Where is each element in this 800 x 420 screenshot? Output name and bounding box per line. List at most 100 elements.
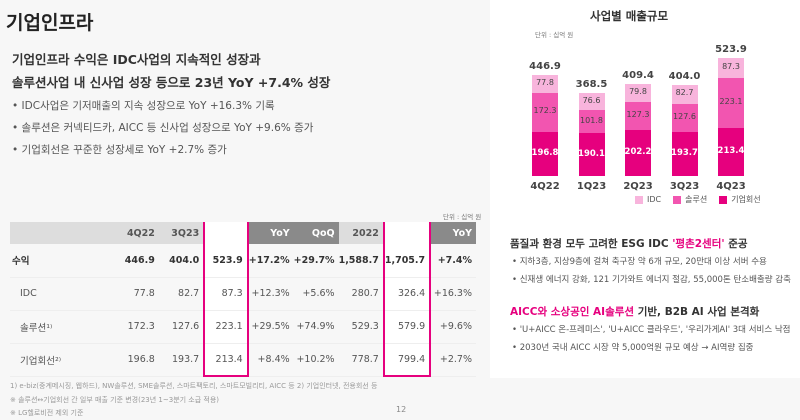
title-highlight: AICC와 소상공인 AI솔루션 <box>510 306 635 318</box>
headline-line-2: 솔루션사업 내 신사업 성장 등으로 23년 YoY +7.4% 성장 <box>12 75 331 90</box>
bullet-text: 2030년 국내 AICC 시장 약 5,000억원 규모 예상 → AI역량 … <box>519 343 754 353</box>
table-cell: 280.7 <box>338 277 384 311</box>
title-text: 기반, B2B AI 사업 본격화 <box>634 306 760 318</box>
column-header: 4Q22 <box>115 222 159 244</box>
table-cell: +7.4% <box>430 244 476 278</box>
table-cell: 82.7 <box>158 277 205 311</box>
table-cell: 172.3 <box>115 310 159 344</box>
column-header: 2023 <box>382 222 432 244</box>
data-label: 202.2 <box>624 147 652 158</box>
table-cell: +8.4% <box>247 343 294 377</box>
table-unit: 단위 : 십억 원 <box>443 213 482 221</box>
title-text: 준공 <box>724 238 748 250</box>
revenue-table: 4Q22 3Q23 4Q23 YoY QoQ 2022 2023 YoY 수익 446.9 404… <box>10 222 476 377</box>
bar-segment <box>671 84 698 104</box>
table-row: IDC 77.8 82.7 87.3 +12.3% +5.6% 280.7 326.4 +16.… <box>10 277 476 311</box>
bullet-text: 솔루션은 커넥티드카, AICC 등 신사업 성장으로 YoY +9.6% 증가 <box>21 122 314 134</box>
data-label: 127.6 <box>673 111 696 121</box>
bullet-text: 기업회선은 꾸준한 성장세로 YoY +2.7% 증가 <box>21 144 227 156</box>
table-cell: +29.7% <box>293 244 339 278</box>
bullet-text: 'U+AICC 온-프레미스', 'U+AICC 클라우드', '우리가게AI'… <box>519 325 791 335</box>
bar-segment <box>718 127 744 176</box>
data-label: 223.1 <box>719 96 743 106</box>
page-title: 기업인프라 <box>6 12 94 34</box>
bar-segment <box>532 131 558 176</box>
table-row: 솔루션¹⁾ 172.3 127.6 223.1 +29.5% +74.9% 529.3 579… <box>10 310 476 344</box>
bar-segment <box>671 103 698 133</box>
bar-segment <box>625 130 651 176</box>
category-label: 2Q23 <box>623 181 653 192</box>
footnote: 1) e-biz(중계메시징, 웹하드), NW솔루션, SME솔루션, 스마트… <box>10 382 378 390</box>
legend-item: IDC <box>635 194 661 205</box>
bar-segment <box>532 75 558 93</box>
data-label: 77.8 <box>536 77 554 87</box>
legend-label: IDC <box>647 195 662 204</box>
data-label: 79.8 <box>629 86 647 96</box>
total-label: 368.5 <box>575 78 608 90</box>
table-cell: 404.0 <box>158 244 205 278</box>
data-label: 172.3 <box>533 106 557 116</box>
data-label: 196.8 <box>531 147 559 158</box>
category-label: 1Q23 <box>576 181 607 192</box>
data-label: 87.3 <box>722 61 740 71</box>
bar-segment <box>625 83 651 102</box>
bullet: • 'U+AICC 온-프레미스', 'U+AICC 클라우드', '우리가게A… <box>512 325 791 335</box>
bullet: • IDC사업은 기저매출의 지속 성장으로 YoY +16.3% 기록 <box>12 100 275 112</box>
table-row: 수익 446.9 404.0 523.9 +17.2% +29.7% 1,588.7 1,70… <box>10 244 476 278</box>
legend-swatch <box>719 195 728 204</box>
row-label: 기업회선²⁾ <box>10 343 116 377</box>
table-cell: +9.6% <box>430 310 476 344</box>
chart-unit: 단위 : 십억 원 <box>535 31 574 39</box>
bullet: • 2030년 국내 AICC 시장 약 5,000억원 규모 예상 → AI역… <box>512 343 754 353</box>
total-label: 446.9 <box>529 61 561 73</box>
headline-line-1: 기업인프라 수익은 IDC사업의 지속적인 성장과 <box>12 52 261 67</box>
table-cell: 529.3 <box>338 310 384 344</box>
column-header <box>10 222 116 244</box>
table-cell: +16.3% <box>430 277 476 311</box>
bar-segment <box>718 77 744 128</box>
table-cell: 1,705.7 <box>382 244 432 278</box>
table-cell: 446.9 <box>115 244 159 278</box>
data-label: 190.1 <box>578 148 605 159</box>
table-cell: +2.7% <box>430 343 476 377</box>
category-label: 4Q23 <box>716 181 746 192</box>
category-label: 3Q23 <box>669 181 700 192</box>
table-cell: +10.2% <box>293 343 339 377</box>
bar-segment <box>671 132 698 176</box>
right-panel <box>490 0 800 378</box>
row-label: 솔루션¹⁾ <box>10 310 116 344</box>
data-label: 76.6 <box>582 95 601 105</box>
table-row: 기업회선²⁾ 196.8 193.7 213.4 +8.4% +10.2% 778.7 799… <box>10 343 476 377</box>
table-cell: 213.4 <box>203 343 249 377</box>
table-cell: 87.3 <box>203 277 249 311</box>
table-cell: 223.1 <box>203 310 249 344</box>
footnote: ※ 솔루션↔기업회선 간 일부 매출 기준 변경(23년 1~3분기 소급 적용… <box>10 396 220 404</box>
title-text: 품질과 환경 모두 고려한 ESG IDC <box>510 238 673 250</box>
bullet-text: 신재생 에너지 강화, 121 기가와트 에너지 절감, 55,000톤 탄소배… <box>519 275 791 285</box>
column-header: 3Q23 <box>158 222 205 244</box>
legend-swatch <box>673 195 682 204</box>
bar-segment <box>578 92 605 111</box>
bar-segment <box>578 133 605 176</box>
column-header: 4Q23 <box>203 222 249 244</box>
table-cell: 196.8 <box>115 343 159 377</box>
table-cell: +29.5% <box>247 310 294 344</box>
row-label: IDC <box>10 277 116 311</box>
column-header: QoQ <box>293 222 339 244</box>
data-label: 82.7 <box>675 88 694 98</box>
total-label: 409.4 <box>622 69 654 81</box>
footnote: ※ LG헬로비전 제외 기준 <box>10 409 84 417</box>
section-title: 품질과 환경 모두 고려한 ESG IDC '평촌2센터' 준공 <box>510 236 748 251</box>
data-label: 193.7 <box>671 148 698 159</box>
legend-item: 기업회선 <box>719 194 761 205</box>
table-cell: 1,588.7 <box>338 244 384 278</box>
chart-title: 사업별 매출규모 <box>590 9 669 23</box>
table-cell: 778.7 <box>338 343 384 377</box>
bullet: • 솔루션은 커넥티드카, AICC 등 신사업 성장으로 YoY +9.6% … <box>12 122 314 134</box>
page-number: 12 <box>396 405 407 414</box>
table-cell: +74.9% <box>293 310 339 344</box>
table-cell: 799.4 <box>382 343 432 377</box>
table-cell: 523.9 <box>203 244 249 278</box>
bullet-text: IDC사업은 기저매출의 지속 성장으로 YoY +16.3% 기록 <box>21 100 275 112</box>
table-cell: 193.7 <box>158 343 205 377</box>
